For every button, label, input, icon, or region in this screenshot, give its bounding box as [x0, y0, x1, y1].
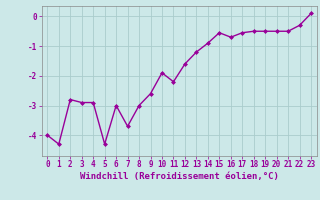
X-axis label: Windchill (Refroidissement éolien,°C): Windchill (Refroidissement éolien,°C) — [80, 172, 279, 181]
